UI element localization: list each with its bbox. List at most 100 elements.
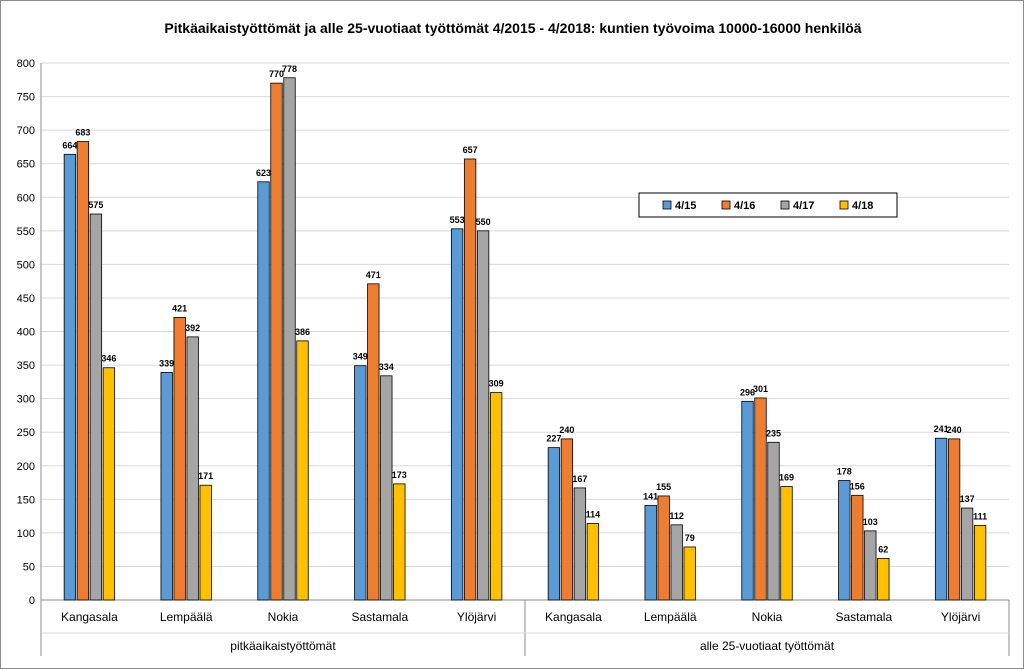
- data-label: 339: [159, 358, 174, 368]
- bar: [102, 367, 116, 601]
- y-tick-label: 350: [17, 360, 35, 372]
- y-tick-label: 450: [17, 293, 35, 305]
- data-label: 240: [559, 425, 574, 435]
- category-label: Nokia: [268, 610, 299, 624]
- bar: [683, 546, 696, 601]
- bar: [851, 494, 864, 601]
- data-label: 114: [586, 509, 601, 519]
- group-label: pitkäaikaistyöttömät: [230, 639, 336, 653]
- data-label: 111: [973, 511, 987, 521]
- category-label: Nokia: [752, 610, 783, 624]
- data-label: 683: [75, 128, 90, 138]
- y-tick-label: 400: [17, 327, 35, 339]
- data-label: 167: [572, 474, 587, 484]
- data-label: 346: [101, 354, 116, 364]
- data-label: 178: [837, 467, 852, 477]
- bar: [160, 372, 173, 601]
- bar: [270, 82, 283, 601]
- category-label: Lempäälä: [160, 610, 213, 624]
- data-label: 235: [766, 428, 781, 438]
- y-tick-label: 150: [17, 494, 35, 506]
- data-label: 421: [172, 303, 187, 313]
- bar: [644, 504, 657, 601]
- y-tick-label: 600: [17, 192, 35, 204]
- bar: [780, 486, 793, 601]
- data-label: 103: [863, 517, 878, 527]
- bar: [173, 317, 186, 601]
- data-label: 309: [489, 379, 504, 389]
- legend-swatch: [662, 200, 672, 210]
- y-tick-label: 650: [17, 159, 35, 171]
- bar: [489, 392, 503, 601]
- data-label: 575: [88, 200, 103, 210]
- bar: [934, 437, 948, 601]
- data-label: 623: [256, 168, 271, 178]
- bar: [560, 438, 574, 601]
- data-label: 141: [643, 491, 658, 501]
- y-tick-label: 750: [17, 92, 35, 104]
- x-axis: Kangasala Lempäälä Nokia Sastamala Ylöjärvi K…: [40, 600, 1010, 656]
- category-label: Ylöjärvi: [941, 610, 980, 624]
- bar: [463, 158, 477, 601]
- bar: [573, 487, 587, 601]
- data-label: 392: [185, 323, 200, 333]
- category-label: Sastamala: [351, 610, 408, 624]
- bar: [670, 524, 683, 601]
- bar: [547, 447, 561, 601]
- group-label: alle 25-vuotiaat työttömät: [700, 639, 835, 653]
- y-tick-label: 50: [23, 561, 35, 573]
- data-label: 770: [269, 69, 284, 79]
- bar: [754, 397, 767, 601]
- category-label: Kangasala: [61, 610, 118, 624]
- data-label: 657: [463, 145, 478, 155]
- data-label: 173: [392, 470, 407, 480]
- y-tick-label: 700: [17, 125, 35, 137]
- bar: [257, 181, 270, 601]
- bars: [63, 77, 987, 601]
- bar: [476, 230, 490, 601]
- chart-title: Pitkäaikaistyöttömät ja alle 25-vuotiaat…: [164, 20, 861, 36]
- data-label: 62: [878, 544, 888, 554]
- bar: [947, 438, 961, 601]
- category-label: Ylöjärvi: [457, 610, 496, 624]
- category-label: Kangasala: [545, 610, 602, 624]
- data-label: 137: [960, 494, 975, 504]
- bar: [741, 400, 754, 601]
- bar: [877, 557, 890, 601]
- legend-entry: 4/15: [675, 200, 696, 212]
- bar: [354, 365, 367, 601]
- data-label: 156: [850, 481, 865, 491]
- bar: [296, 340, 309, 601]
- data-label: 778: [282, 64, 297, 74]
- data-label: 227: [546, 434, 561, 444]
- bar: [380, 375, 393, 601]
- bar: [960, 507, 974, 601]
- data-label: 334: [379, 362, 394, 372]
- data-label: 664: [62, 140, 77, 150]
- data-label: 241: [934, 424, 949, 434]
- data-label: 550: [476, 217, 491, 227]
- legend-swatch: [839, 200, 849, 210]
- bar: [864, 530, 877, 601]
- bar: [63, 153, 77, 601]
- y-tick-label: 800: [17, 58, 35, 70]
- category-label: Sastamala: [835, 610, 892, 624]
- bar: [186, 336, 199, 601]
- data-label: 79: [685, 533, 695, 543]
- data-label: 301: [753, 384, 768, 394]
- bar: [657, 495, 670, 601]
- bar: [199, 484, 212, 601]
- data-label: 240: [947, 425, 962, 435]
- legend-swatch: [721, 200, 731, 210]
- data-label: 553: [450, 215, 465, 225]
- bar: [76, 141, 90, 601]
- bar: [973, 525, 987, 601]
- category-label: Lempäälä: [644, 610, 697, 624]
- legend-entry: 4/18: [852, 200, 873, 212]
- y-tick-label: 300: [17, 394, 35, 406]
- data-label: 471: [366, 270, 381, 280]
- bar: [586, 523, 600, 601]
- bar: [767, 441, 780, 601]
- legend-swatch: [780, 200, 790, 210]
